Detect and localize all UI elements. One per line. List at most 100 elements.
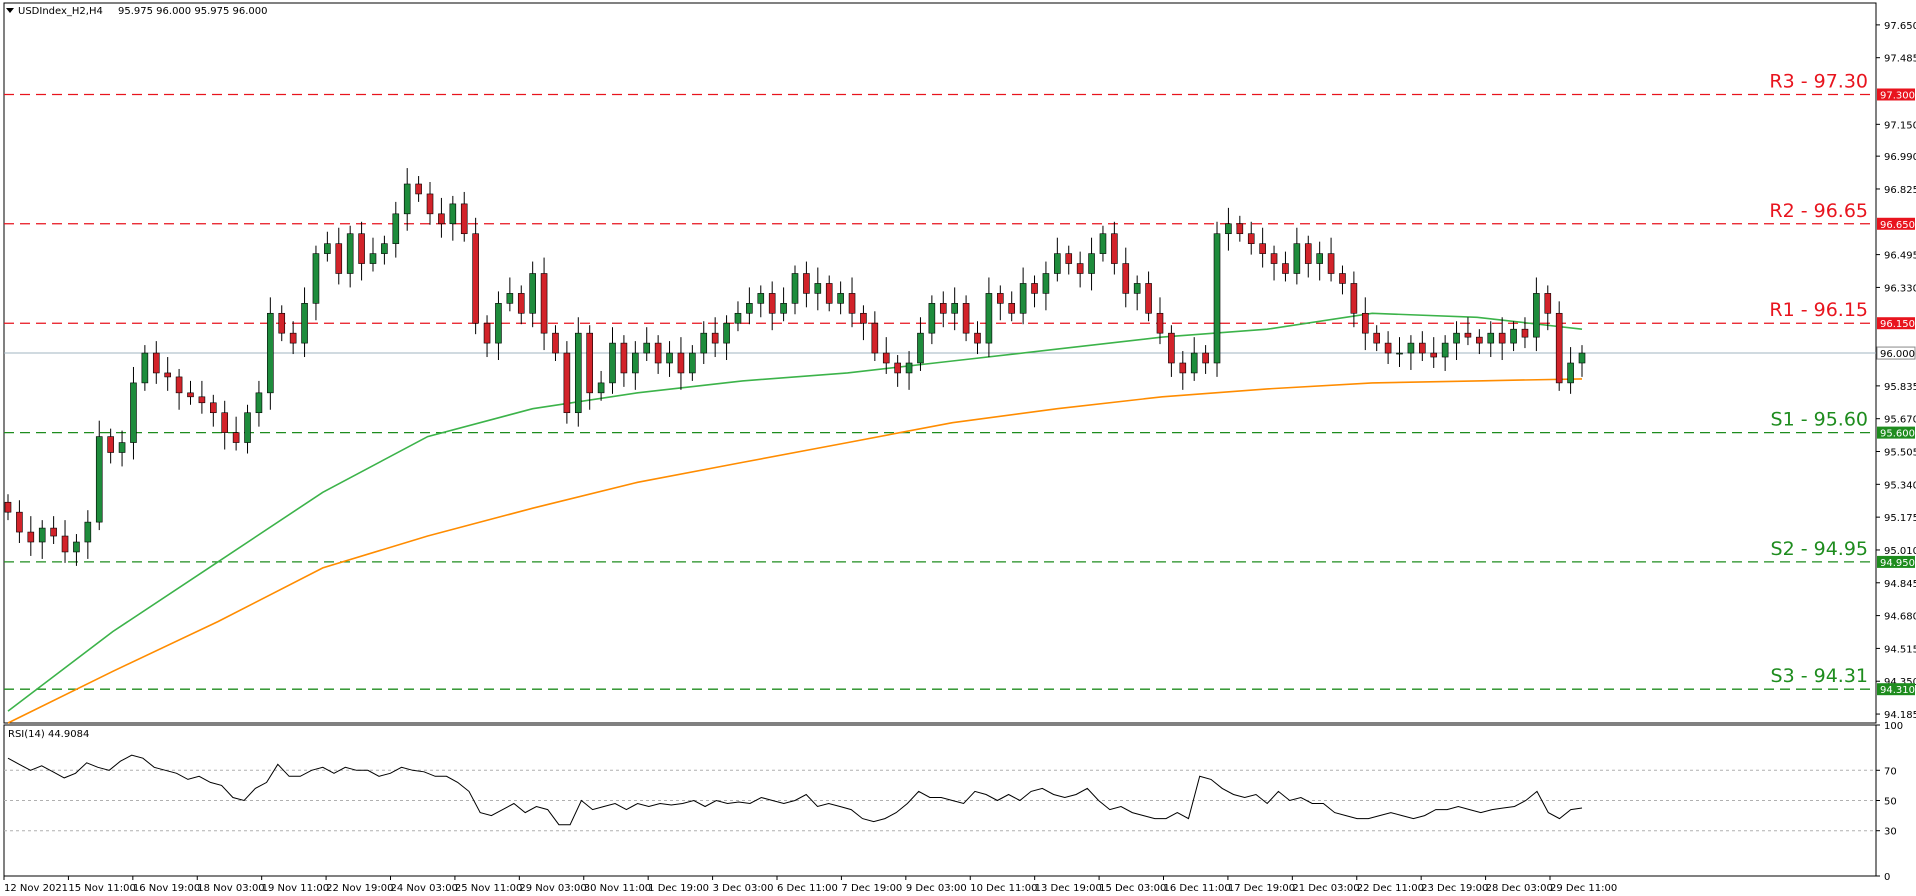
- candle-body: [540, 273, 548, 334]
- candle-body: [609, 342, 616, 384]
- candle-body: [346, 233, 354, 274]
- candle-body: [654, 342, 662, 364]
- candle-body: [438, 213, 445, 225]
- candle-body: [381, 243, 388, 254]
- candle-body: [814, 283, 822, 294]
- candle-body: [1510, 328, 1517, 344]
- candle-body: [1270, 253, 1278, 264]
- candle-body: [1396, 352, 1403, 355]
- time-tick-label: 15 Nov 11:00: [68, 883, 135, 894]
- candle-body: [734, 312, 742, 324]
- level-price-tag-label: 96.650: [1880, 220, 1915, 231]
- candle-body: [825, 283, 833, 304]
- candle-body: [985, 293, 993, 344]
- price-tick-label: 95.010: [1884, 546, 1916, 557]
- symbol-menu-icon[interactable]: [6, 8, 14, 13]
- candle-body: [460, 203, 468, 235]
- candle-body: [1168, 332, 1175, 364]
- candle-body: [1179, 362, 1187, 374]
- price-tick-label: 96.330: [1884, 283, 1916, 294]
- candle-body: [198, 396, 206, 404]
- level-price-tag-label: 96.150: [1880, 319, 1915, 330]
- candle-body: [1441, 342, 1449, 358]
- candle-body: [16, 511, 23, 533]
- candle-body: [1498, 332, 1506, 344]
- time-tick-label: 13 Dec 19:00: [1035, 883, 1102, 894]
- current-price-tag-label: 96.000: [1880, 349, 1915, 360]
- candle-body: [152, 352, 160, 374]
- price-tick-label: 95.505: [1884, 448, 1916, 459]
- candle-body: [506, 293, 514, 304]
- candle-body: [1578, 352, 1586, 364]
- candle-body: [27, 531, 35, 543]
- candle-body: [1122, 263, 1130, 294]
- candle-body: [791, 273, 799, 304]
- candle-body: [483, 322, 491, 344]
- level-price-tag-label: 97.300: [1880, 90, 1915, 101]
- level-label: R2 - 96.65: [1769, 200, 1868, 222]
- candle-body: [221, 412, 229, 433]
- time-tick-label: 16 Nov 19:00: [133, 883, 200, 894]
- candle-body: [666, 352, 673, 364]
- candle-body: [38, 527, 46, 543]
- candle-body: [939, 303, 947, 314]
- candle-body: [1031, 283, 1038, 294]
- time-tick-label: 22 Nov 19:00: [326, 883, 393, 894]
- time-tick-label: 15 Dec 03:00: [1099, 883, 1166, 894]
- candle-body: [677, 352, 685, 374]
- time-tick-label: 16 Dec 11:00: [1164, 883, 1231, 894]
- candle-body: [860, 312, 867, 324]
- candle-body: [130, 382, 137, 443]
- candle-body: [632, 352, 639, 374]
- candle-body: [50, 527, 57, 537]
- candle-body: [974, 332, 981, 344]
- rsi-tick-label: 100: [1884, 721, 1903, 732]
- candle-body: [1088, 253, 1095, 274]
- candle-body: [1076, 263, 1084, 274]
- candle-body: [757, 293, 765, 304]
- candle-body: [1350, 283, 1358, 314]
- candle-body: [426, 193, 434, 215]
- candle-body: [312, 253, 320, 304]
- candle-body: [1008, 303, 1016, 314]
- price-tick-label: 96.990: [1884, 152, 1916, 163]
- candle-body: [894, 362, 901, 374]
- candle-body: [723, 322, 730, 344]
- price-tick-label: 94.515: [1884, 644, 1916, 655]
- candle-body: [1533, 293, 1540, 338]
- candle-body: [552, 332, 559, 354]
- level-price-tag: [1877, 217, 1915, 230]
- price-tick-label: 95.340: [1884, 480, 1916, 491]
- candle-body: [175, 376, 183, 394]
- level-price-tag-label: 94.950: [1880, 558, 1915, 569]
- candle-body: [1384, 342, 1392, 354]
- candle-body: [951, 303, 958, 314]
- price-tick-label: 97.150: [1884, 120, 1916, 131]
- level-price-tag: [1877, 683, 1915, 696]
- time-tick-label: 22 Dec 11:00: [1357, 883, 1424, 894]
- candle-body: [73, 541, 80, 553]
- time-tick-label: 6 Dec 11:00: [777, 883, 838, 894]
- price-tick-label: 96.495: [1884, 251, 1916, 262]
- price-tick-label: 96.825: [1884, 185, 1916, 196]
- candle-body: [928, 303, 936, 334]
- level-price-tag-label: 95.600: [1880, 429, 1915, 440]
- candle-body: [232, 432, 240, 443]
- candle-body: [1054, 253, 1061, 274]
- level-label: S3 - 94.31: [1771, 665, 1868, 687]
- candle-body: [4, 501, 12, 513]
- level-label: R1 - 96.15: [1769, 299, 1868, 321]
- candle-body: [689, 352, 696, 374]
- candle-body: [586, 332, 593, 394]
- candle-body: [905, 362, 913, 374]
- rsi-tick-label: 0: [1884, 872, 1890, 883]
- time-tick-label: 1 Dec 19:00: [648, 883, 709, 894]
- candle-body: [1225, 223, 1232, 235]
- candle-body: [301, 303, 308, 344]
- candle-body: [278, 312, 286, 334]
- candle-body: [1293, 243, 1301, 274]
- candle-body: [1339, 273, 1346, 284]
- level-price-tag: [1877, 317, 1915, 330]
- candle-body: [1487, 332, 1495, 344]
